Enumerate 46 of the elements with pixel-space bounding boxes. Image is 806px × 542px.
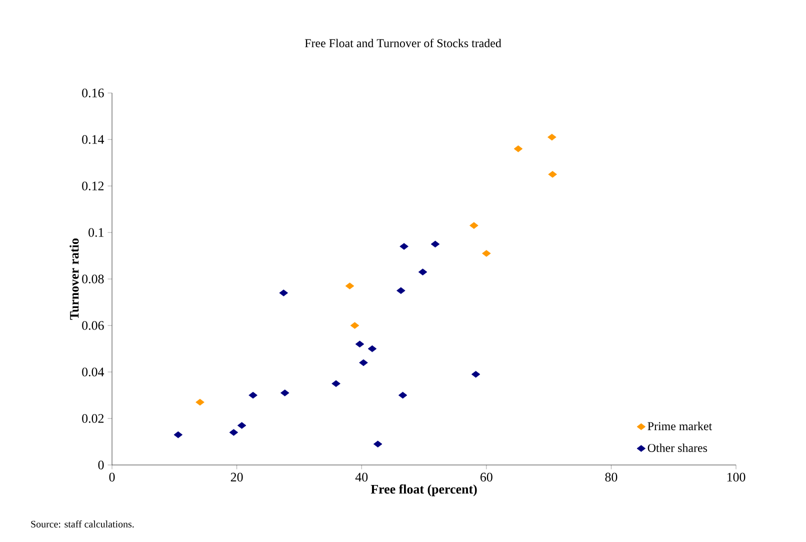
y-axis-title: Turnover ratio (70, 238, 79, 320)
point (355, 340, 364, 348)
x-tick-label: 0 (109, 472, 115, 482)
x-tick-label: 100 (727, 472, 746, 482)
point (174, 431, 183, 438)
y-tick-label: 0.14 (82, 135, 104, 144)
point (332, 380, 340, 388)
point (398, 392, 408, 399)
point (548, 170, 557, 178)
point (482, 250, 491, 257)
point (400, 243, 408, 250)
point (280, 390, 290, 396)
x-tick-label: 60 (480, 472, 492, 482)
x-tick-label: 40 (355, 472, 368, 482)
y-tick-label: 0 (98, 460, 104, 470)
point (514, 145, 523, 152)
y-tick-label: 0.16 (82, 88, 104, 98)
point (350, 322, 360, 329)
point (430, 240, 440, 248)
x-tick-label: 80 (605, 472, 618, 482)
point (396, 287, 406, 294)
y-tick-label: 0.08 (82, 274, 104, 284)
point (471, 370, 480, 378)
point (548, 134, 556, 141)
chart-title: Free Float and Turnover of Stocks traded (304, 38, 502, 48)
point (470, 222, 478, 229)
point (373, 440, 382, 448)
point (196, 398, 204, 406)
legend-label: Other shares (648, 444, 708, 452)
x-axis-title: Free float (percent) (370, 484, 477, 496)
y-tick-label: 0.1 (88, 228, 104, 237)
point (229, 429, 238, 436)
point (359, 359, 368, 366)
legend-label: Prime market (648, 422, 712, 430)
point (368, 345, 377, 352)
point (418, 268, 428, 276)
x-tick-label: 20 (230, 472, 243, 482)
point (279, 290, 288, 296)
y-tick-label: 0.02 (82, 414, 104, 423)
y-tick-label: 0.12 (82, 182, 104, 190)
point (248, 392, 258, 399)
y-tick-label: 0.04 (82, 368, 104, 376)
source-note: Source: staff calculations. (31, 520, 134, 528)
point (345, 282, 354, 290)
y-tick-label: 0.06 (82, 321, 104, 330)
point (237, 422, 246, 429)
